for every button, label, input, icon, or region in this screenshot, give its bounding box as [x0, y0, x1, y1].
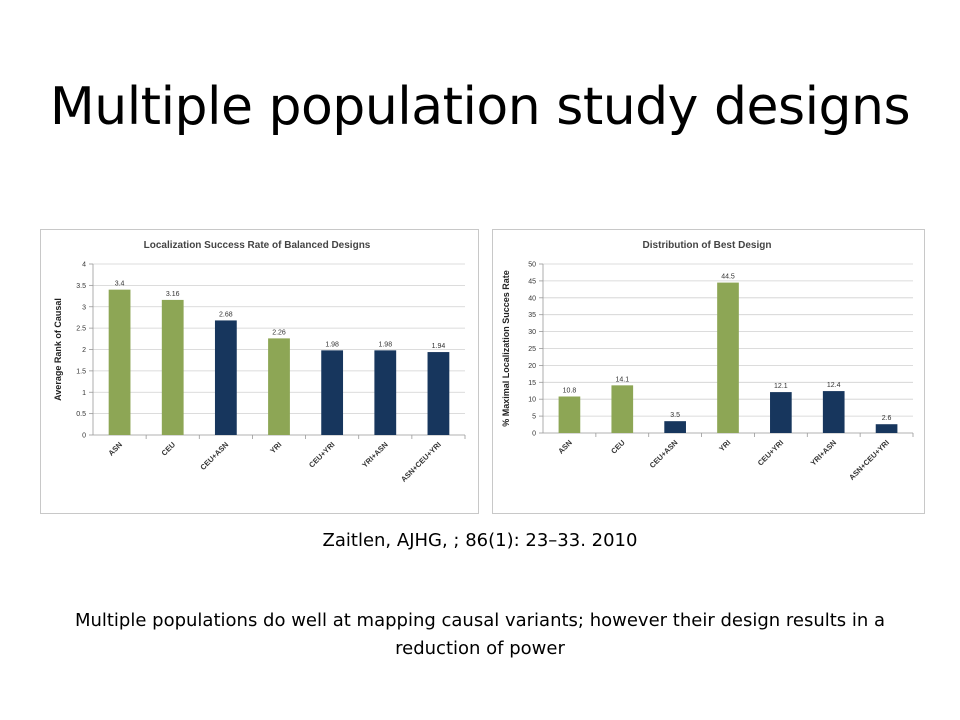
- bar: [558, 396, 581, 433]
- y-tick-label: 30: [528, 329, 536, 336]
- chart-localization-success: Localization Success Rate of Balanced De…: [53, 240, 466, 484]
- chart-title: Localization Success Rate of Balanced De…: [144, 240, 371, 251]
- y-tick-label: 1: [82, 390, 86, 397]
- y-tick-label: 45: [528, 278, 536, 285]
- y-tick-label: 3: [82, 304, 86, 311]
- data-label: 10.8: [563, 387, 577, 394]
- chart-title: Distribution of Best Design: [643, 240, 772, 251]
- x-category-label: ASN: [106, 440, 124, 458]
- y-tick-label: 2.5: [76, 326, 86, 333]
- bar: [374, 350, 397, 435]
- x-category-label: YRI+ASN: [360, 440, 389, 469]
- chart-left-panel: Localization Success Rate of Balanced De…: [40, 229, 479, 514]
- y-tick-label: 50: [528, 262, 536, 269]
- x-category-label: CEU+YRI: [756, 438, 785, 467]
- x-category-label: YRI: [717, 438, 732, 453]
- x-category-label: CEU: [609, 438, 627, 456]
- y-tick-label: 1.5: [76, 368, 86, 375]
- x-category-label: ASN: [556, 438, 574, 456]
- data-label: 3.16: [166, 291, 180, 298]
- y-tick-label: 0: [532, 431, 536, 438]
- x-category-label: CEU: [160, 440, 178, 458]
- y-tick-label: 0.5: [76, 411, 86, 418]
- data-label: 3.4: [115, 281, 125, 288]
- y-tick-label: 35: [528, 312, 536, 319]
- y-tick-label: 5: [532, 414, 536, 421]
- y-tick-label: 10: [528, 397, 536, 404]
- y-tick-label: 20: [528, 363, 536, 370]
- y-tick-label: 40: [528, 295, 536, 302]
- bar: [427, 352, 450, 435]
- y-tick-label: 25: [528, 346, 536, 353]
- x-category-label: YRI: [268, 440, 283, 455]
- y-tick-label: 2: [82, 347, 86, 354]
- data-label: 1.98: [378, 341, 392, 348]
- bar: [321, 350, 344, 435]
- data-label: 12.4: [827, 382, 841, 389]
- caption: Multiple populations do well at mapping …: [74, 610, 886, 659]
- data-label: 2.68: [219, 311, 233, 318]
- bar: [268, 338, 290, 435]
- data-label: 12.1: [774, 383, 788, 390]
- y-axis-label: % Maximal Localization Succes Rate: [501, 270, 511, 427]
- chart-best-design-distribution: Distribution of Best Design % Maximal Loc…: [501, 240, 914, 482]
- chart-right-panel: Distribution of Best Design % Maximal Loc…: [492, 229, 925, 514]
- data-label: 2.26: [272, 329, 286, 336]
- data-label: 14.1: [615, 376, 629, 383]
- x-category-label: YRI+ASN: [809, 438, 838, 467]
- x-category-label: CEU+ASN: [648, 438, 680, 470]
- x-category-label: ASN+CEU+YRI: [847, 438, 891, 482]
- y-axis-label: Average Rank of Causal: [53, 298, 63, 401]
- bar: [770, 392, 792, 433]
- x-category-label: ASN+CEU+YRI: [399, 440, 443, 484]
- data-label: 3.5: [670, 412, 680, 419]
- bar: [214, 320, 237, 435]
- bar: [664, 421, 686, 433]
- bar: [611, 385, 634, 433]
- bar: [161, 299, 184, 435]
- citation: Zaitlen, AJHG, ; 86(1): 23–33. 2010: [322, 530, 638, 551]
- bar: [717, 282, 739, 433]
- y-tick-label: 0: [82, 433, 86, 440]
- bar: [875, 424, 898, 433]
- bar: [108, 289, 131, 435]
- slide-title: Multiple population study designs: [49, 77, 911, 137]
- x-category-label: CEU+YRI: [307, 440, 336, 469]
- y-tick-label: 15: [528, 380, 536, 387]
- data-label: 44.5: [721, 274, 735, 281]
- data-label: 1.98: [325, 341, 339, 348]
- data-label: 1.94: [432, 343, 446, 350]
- x-category-label: CEU+ASN: [198, 440, 230, 472]
- bar: [822, 391, 845, 433]
- y-tick-label: 3.5: [76, 283, 86, 290]
- y-tick-label: 4: [82, 262, 86, 269]
- data-label: 2.6: [882, 415, 892, 422]
